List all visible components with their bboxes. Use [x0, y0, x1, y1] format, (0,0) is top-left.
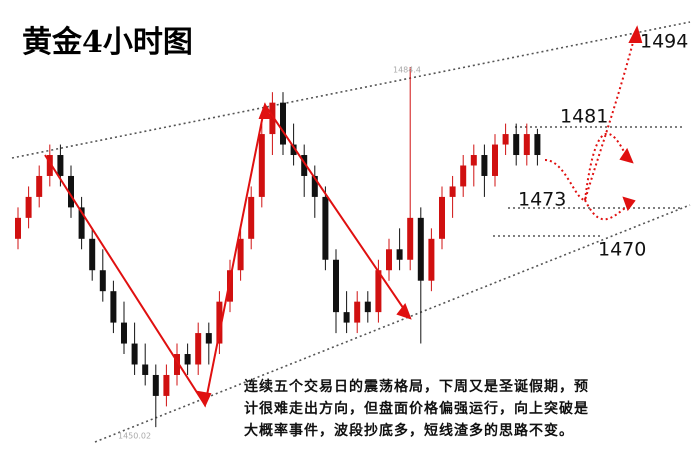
level-label: 1473: [518, 189, 566, 211]
candle-body: [396, 249, 403, 260]
candle-body: [290, 144, 297, 156]
candle-body: [354, 301, 361, 323]
candle-body: [174, 354, 180, 375]
candle-body: [110, 291, 117, 323]
candle-body: [248, 196, 255, 239]
candle-body: [301, 155, 308, 176]
level-label: 1470: [598, 239, 646, 261]
low-label: 1450.02: [118, 432, 151, 441]
candle-body: [57, 155, 64, 176]
candle-body: [428, 238, 435, 281]
candle-body: [25, 196, 32, 218]
candle-body: [78, 207, 85, 239]
candle-body: [36, 175, 43, 197]
candle-body: [280, 102, 286, 145]
candle-body: [417, 217, 424, 281]
candles: [15, 67, 541, 428]
note-line: 大概率事件，波段抄底多，短线渣多的思路不变。: [244, 422, 574, 439]
candle-body: [205, 333, 212, 344]
candle-body: [481, 155, 488, 176]
candle-body: [269, 102, 276, 135]
note-line: 计很难走出方向，但盘面价格偏强运行，向上突破是: [244, 400, 589, 417]
candle-body: [216, 301, 223, 344]
candle-body: [333, 259, 339, 313]
candle-body: [386, 249, 392, 271]
note-line: 连续五个交易日的震荡格局，下周又是圣诞假期，预: [244, 378, 589, 395]
candle-body: [343, 312, 350, 323]
candle-body: [364, 301, 371, 313]
arrows: [44, 25, 643, 408]
candle-body: [227, 270, 233, 302]
candle-body: [142, 364, 149, 375]
candle-body: [46, 155, 53, 176]
candle-body: [258, 134, 265, 197]
candle-body: [184, 354, 191, 365]
candle-body: [311, 175, 318, 197]
candle-body: [89, 238, 96, 271]
candle-body: [449, 186, 456, 197]
candle-body: [131, 343, 138, 365]
candle-body: [513, 134, 520, 156]
candle-body: [195, 333, 202, 365]
candle-body: [523, 134, 530, 156]
candle-body: [502, 134, 509, 145]
candle-body: [407, 217, 414, 260]
level-label: 1481: [560, 106, 608, 128]
candle-body: [460, 165, 467, 187]
candle-body: [237, 238, 244, 271]
high-label: 1484.4: [393, 66, 421, 75]
candle-body: [163, 374, 170, 396]
candle-body: [121, 322, 127, 344]
chart-title: 黄金4小时图: [22, 25, 193, 60]
candle-body: [375, 270, 382, 313]
candle-body: [534, 134, 541, 156]
candle-body: [470, 155, 477, 166]
candle-body: [99, 270, 106, 292]
candle-body: [68, 175, 74, 208]
candle-body: [439, 196, 445, 239]
trend-lines: [11, 21, 691, 443]
candle-body: [322, 196, 329, 260]
candle-body: [15, 217, 21, 239]
level-label: 1494: [640, 31, 688, 53]
candle-body: [492, 144, 498, 176]
candle-body: [152, 374, 159, 396]
